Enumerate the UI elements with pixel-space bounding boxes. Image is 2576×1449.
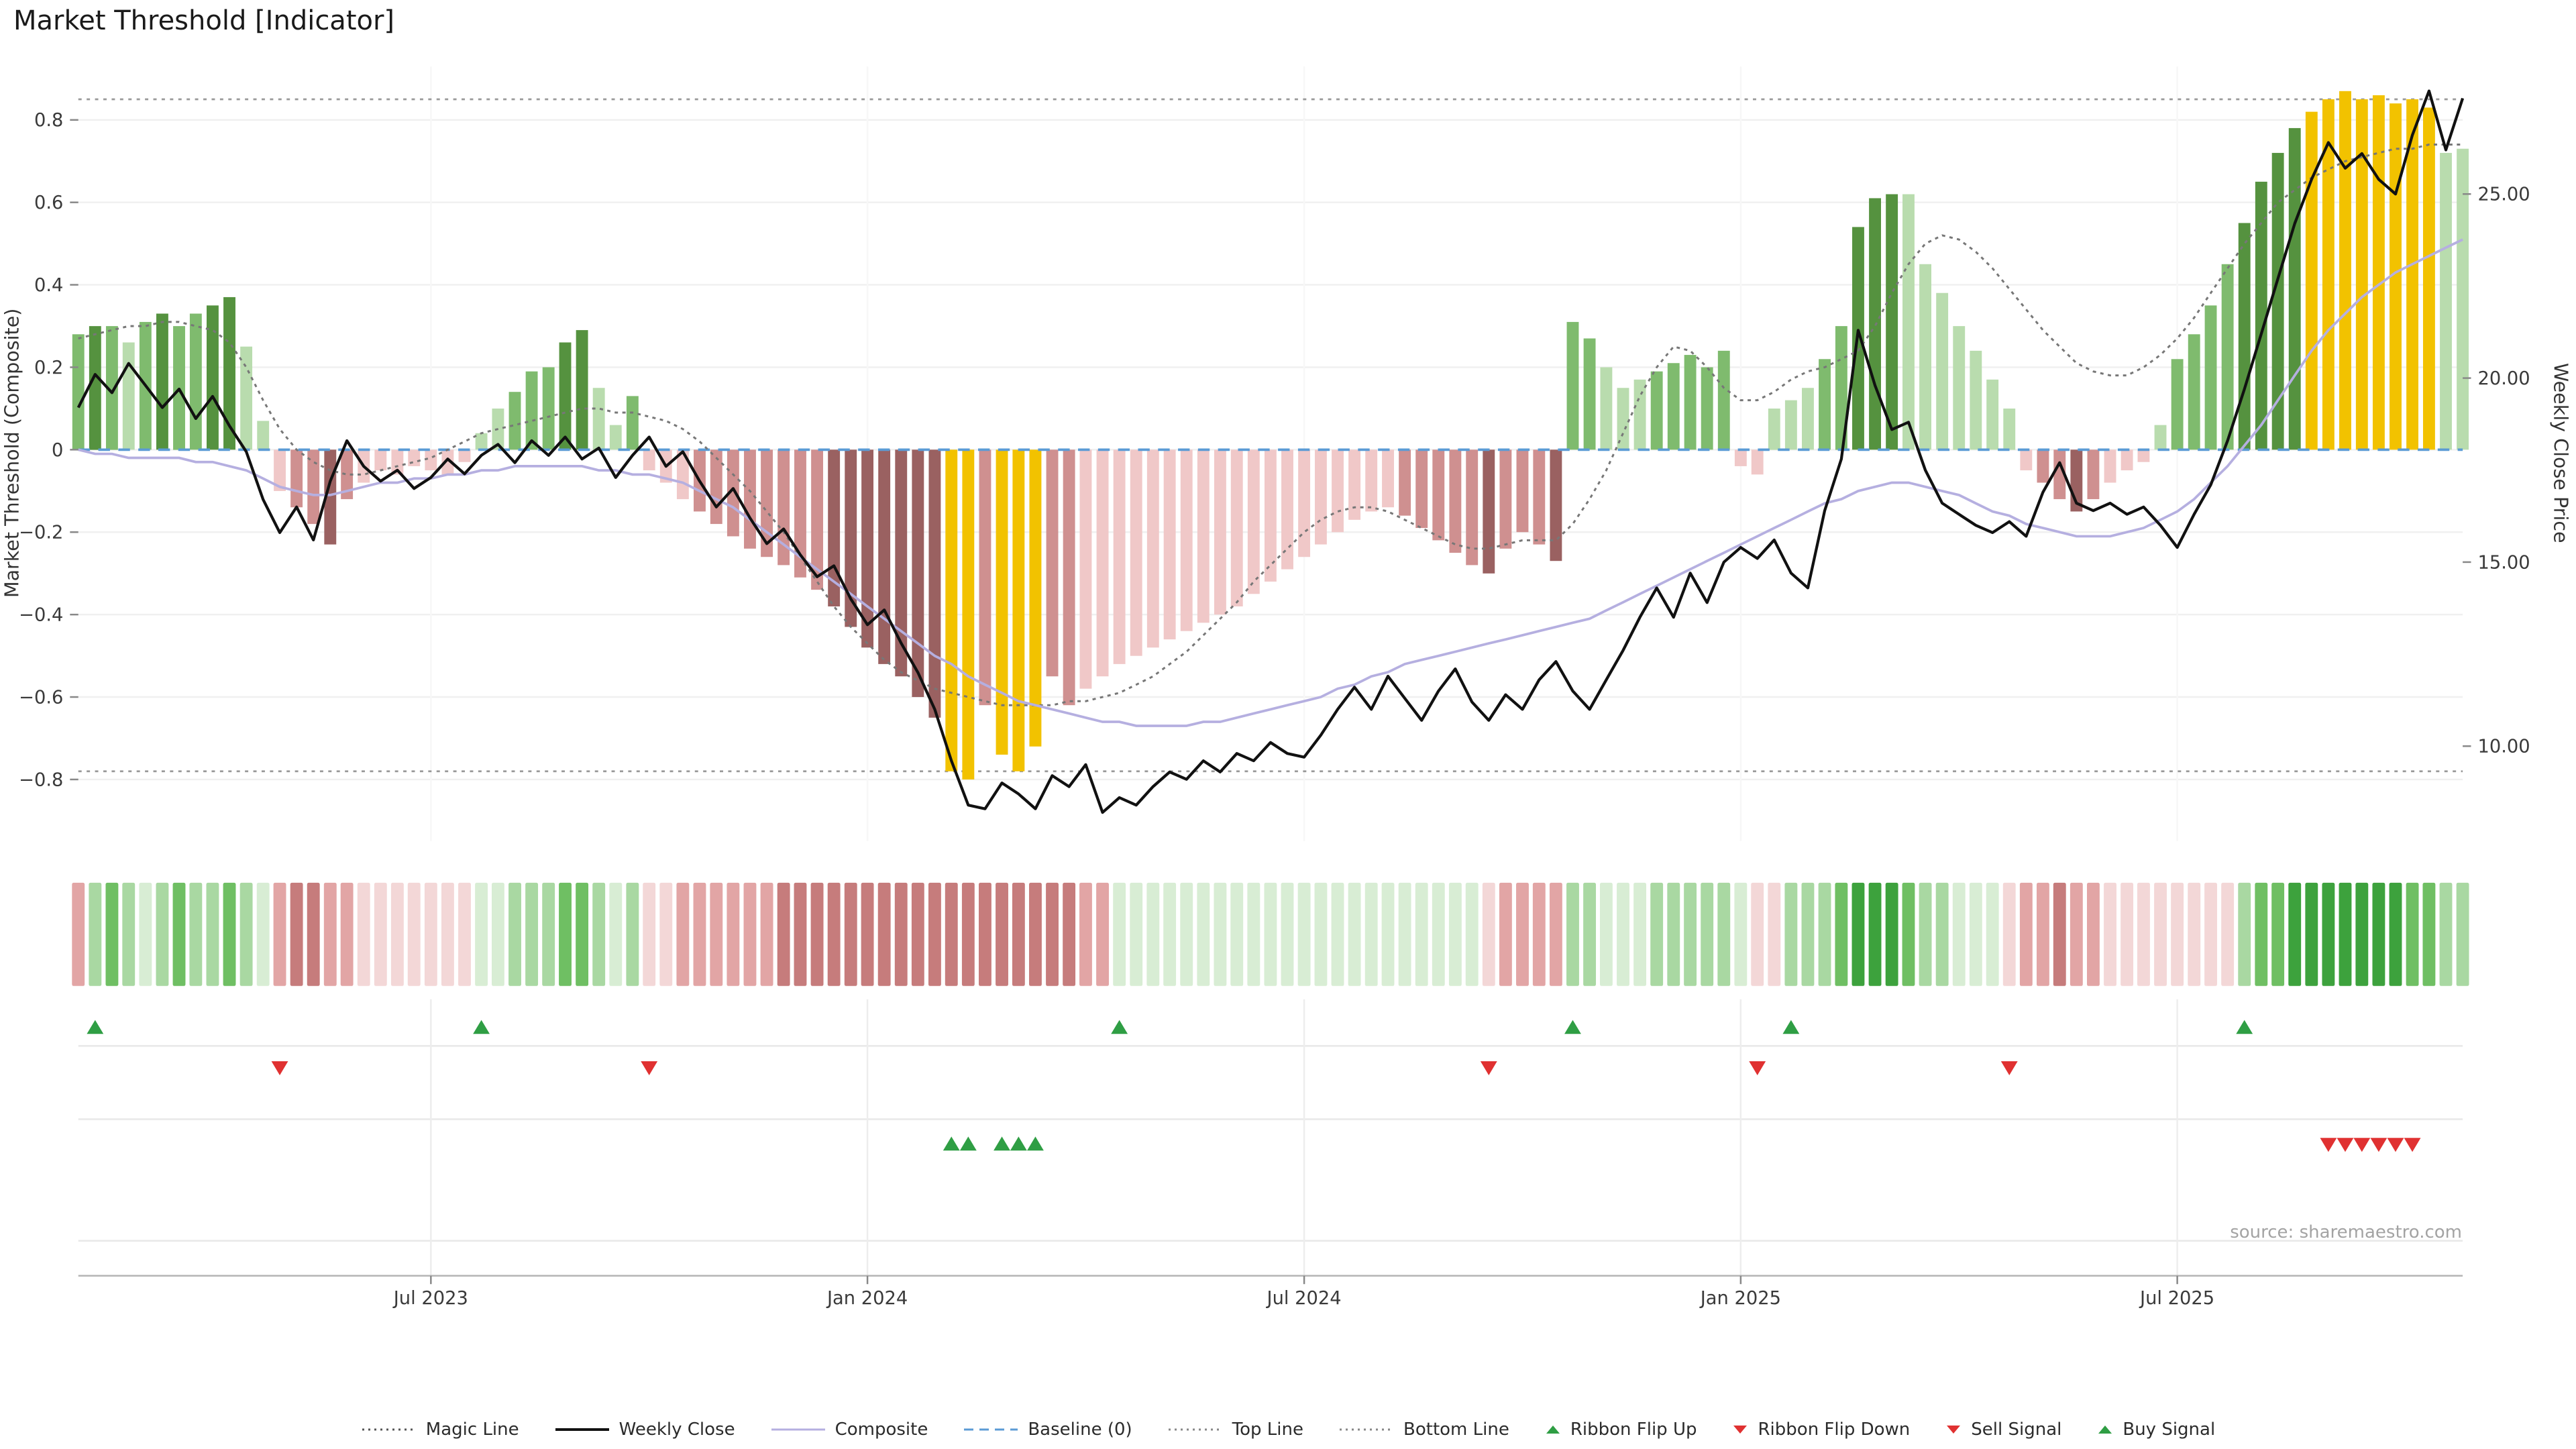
svg-text:−0.2: −0.2 [19, 523, 63, 543]
ribbon-flip-up-markers [87, 1020, 2253, 1034]
svg-text:25.00: 25.00 [2477, 184, 2530, 205]
legend-label: Top Line [1232, 1419, 1303, 1440]
svg-text:0: 0 [52, 440, 63, 461]
svg-text:−0.6: −0.6 [19, 687, 63, 708]
legend-triangle-up-icon [2098, 1426, 2112, 1434]
legend-label: Composite [835, 1419, 928, 1440]
left-axis-label: Market Threshold (Composite) [0, 309, 23, 598]
svg-text:20.00: 20.00 [2477, 368, 2530, 389]
svg-text:Jan 2025: Jan 2025 [1699, 1288, 1781, 1309]
legend-line-sample-icon [555, 1428, 609, 1431]
buy-signal-markers [943, 1136, 1044, 1151]
svg-text:10.00: 10.00 [2477, 737, 2530, 757]
legend-triangle-down-icon [1947, 1426, 1961, 1434]
source-credit: source: sharemaestro.com [2230, 1222, 2462, 1242]
composite-bars [72, 91, 2469, 780]
legend-item-sell-signal: Sell Signal [1945, 1419, 2061, 1440]
svg-text:0.4: 0.4 [34, 275, 63, 296]
composite-line [78, 238, 2463, 727]
svg-text:−0.8: −0.8 [19, 769, 63, 790]
svg-text:Jan 2024: Jan 2024 [826, 1288, 908, 1309]
magic-line [78, 144, 2463, 706]
legend-label: Ribbon Flip Down [1758, 1419, 1911, 1440]
sell-signal-markers [2320, 1138, 2421, 1152]
ribbon-strip [72, 882, 2469, 986]
svg-text:Jul 2025: Jul 2025 [2139, 1288, 2214, 1309]
svg-text:15.00: 15.00 [2477, 552, 2530, 573]
legend-item-ribbon-flip-down: Ribbon Flip Down [1731, 1419, 1910, 1440]
svg-text:0.8: 0.8 [34, 110, 63, 131]
svg-text:−0.4: −0.4 [19, 605, 63, 626]
right-axis-label: Weekly Close Price [2550, 363, 2573, 543]
svg-text:0.2: 0.2 [34, 358, 63, 378]
legend-line-sample-icon [771, 1428, 825, 1431]
legend-line-sample-icon [362, 1428, 416, 1431]
legend-item-ribbon-flip-up: Ribbon Flip Up [1544, 1419, 1697, 1440]
legend-line-sample-icon [1340, 1428, 1393, 1431]
ribbon-flip-down-markers [271, 1061, 2018, 1075]
svg-text:0.6: 0.6 [34, 193, 63, 213]
svg-text:Jul 2023: Jul 2023 [392, 1288, 468, 1309]
legend-item-buy-signal: Buy Signal [2096, 1419, 2215, 1440]
legend-label: Sell Signal [1971, 1419, 2062, 1440]
legend-item-bottom-line: Bottom Line [1338, 1419, 1509, 1440]
legend-item-magic-line: Magic Line [361, 1419, 519, 1440]
weekly-close-line [76, 89, 2465, 814]
legend-item-weekly-close: Weekly Close [554, 1419, 735, 1440]
legend-item-baseline-0-: Baseline (0) [963, 1419, 1132, 1440]
legend-label: Weekly Close [619, 1419, 735, 1440]
page-title: Market Threshold [Indicator] [13, 5, 395, 36]
legend-triangle-down-icon [1733, 1426, 1748, 1434]
legend-item-composite: Composite [770, 1419, 928, 1440]
svg-text:Jul 2024: Jul 2024 [1266, 1288, 1342, 1309]
legend-label: Ribbon Flip Up [1570, 1419, 1697, 1440]
legend-item-top-line: Top Line [1167, 1419, 1303, 1440]
legend-label: Bottom Line [1403, 1419, 1509, 1440]
legend-line-sample-icon [964, 1428, 1018, 1431]
legend-label: Magic Line [425, 1419, 519, 1440]
legend-label: Baseline (0) [1028, 1419, 1132, 1440]
legend-line-sample-icon [1168, 1428, 1222, 1431]
legend: Magic Line Weekly Close Composite Baseline … [0, 1419, 2576, 1440]
legend-triangle-up-icon [1546, 1426, 1560, 1434]
legend-label: Buy Signal [2123, 1419, 2216, 1440]
